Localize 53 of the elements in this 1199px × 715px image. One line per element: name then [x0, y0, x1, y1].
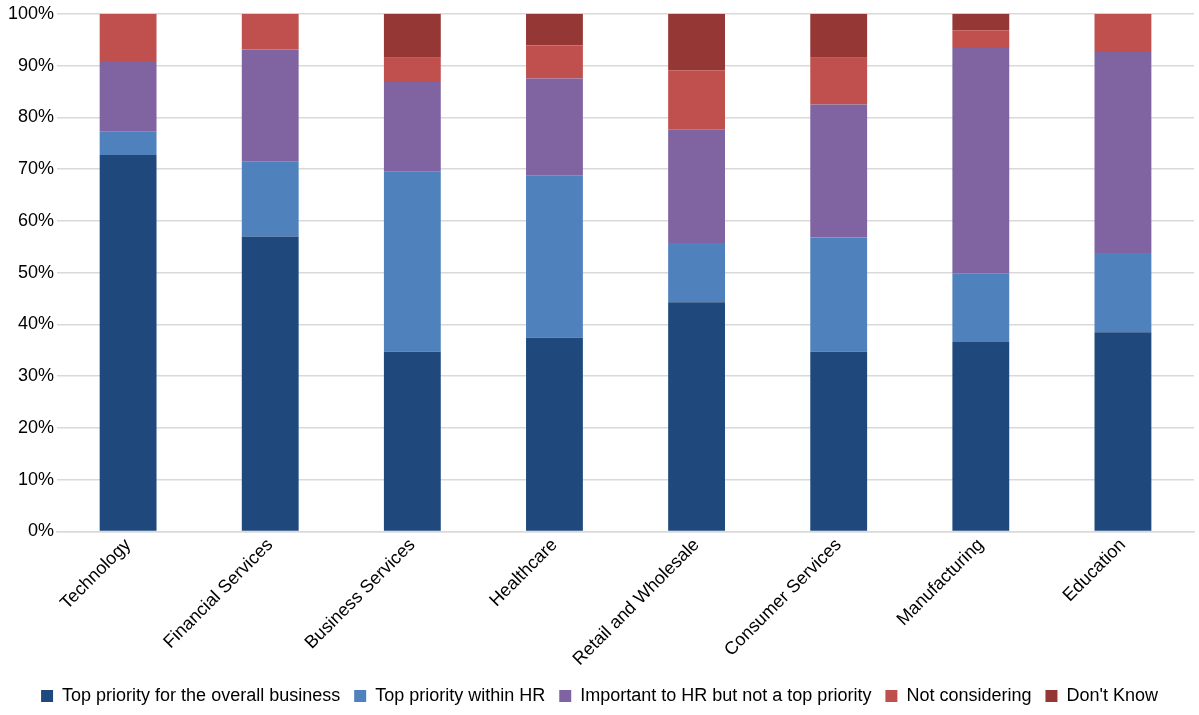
bar: [1094, 13, 1152, 53]
bar: [526, 13, 583, 46]
bar: [526, 175, 583, 338]
y-tick-label: 30%: [18, 365, 55, 386]
bar: [526, 337, 583, 531]
legend-label: Top priority for the overall business: [62, 684, 341, 705]
y-tick-label: 80%: [18, 106, 55, 127]
bar: [526, 78, 583, 176]
bar: [99, 131, 157, 156]
bar: [241, 49, 299, 162]
bar: [810, 237, 868, 352]
y-tick-label: 60%: [18, 209, 55, 230]
bar: [668, 13, 725, 71]
bar: [383, 81, 441, 172]
bar: [810, 13, 868, 58]
y-tick-label: 20%: [18, 416, 55, 437]
bar: [99, 13, 157, 62]
legend-label: Top priority within HR: [375, 684, 546, 705]
legend-label: Important to HR but not a top priority: [580, 684, 872, 705]
bar: [810, 351, 868, 531]
bar: [1094, 52, 1152, 253]
bar: [952, 273, 1010, 342]
bar: [952, 13, 1010, 31]
bar: [99, 61, 157, 132]
bar: [241, 161, 299, 237]
bar: [810, 57, 868, 105]
y-tick-label: 90%: [18, 54, 55, 75]
legend-label: Don't Know: [1066, 684, 1159, 705]
bar: [241, 13, 299, 50]
bar: [952, 30, 1010, 48]
bar: [241, 236, 299, 531]
bar: [1094, 332, 1152, 531]
bar: [383, 171, 441, 352]
bar: [1094, 252, 1152, 333]
bar: [952, 341, 1010, 531]
y-tick-label: 50%: [18, 261, 55, 282]
y-tick-label: 10%: [18, 468, 55, 489]
legend-label: Not considering: [906, 684, 1032, 705]
bar: [668, 70, 725, 130]
y-tick-label: 100%: [7, 2, 55, 23]
y-tick-label: 0%: [28, 520, 55, 541]
bar: [383, 57, 441, 82]
bar: [526, 45, 583, 79]
bar: [668, 302, 725, 531]
bar: [668, 243, 725, 303]
y-tick-label: 70%: [18, 158, 55, 179]
bar: [668, 129, 725, 244]
bar: [383, 351, 441, 531]
bar: [99, 155, 157, 531]
bar: [383, 13, 441, 58]
bar: [952, 47, 1010, 274]
bar: [810, 104, 868, 238]
y-tick-label: 40%: [18, 313, 55, 334]
